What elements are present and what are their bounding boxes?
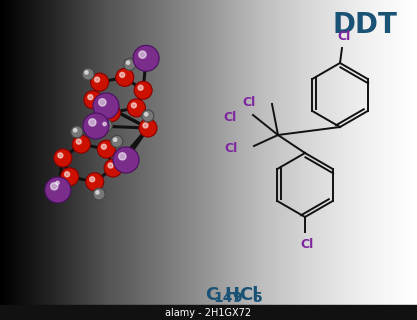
Text: Cl: Cl (225, 141, 238, 155)
Circle shape (106, 108, 111, 113)
Circle shape (86, 173, 104, 191)
Circle shape (73, 129, 77, 132)
Circle shape (65, 172, 70, 177)
Circle shape (133, 45, 159, 71)
Circle shape (104, 159, 122, 177)
Circle shape (134, 81, 152, 99)
Circle shape (127, 99, 146, 117)
Circle shape (139, 119, 157, 137)
Circle shape (89, 119, 96, 126)
Circle shape (85, 71, 88, 74)
Circle shape (99, 99, 106, 106)
Circle shape (71, 126, 83, 138)
Circle shape (54, 149, 72, 167)
Circle shape (142, 110, 154, 122)
Text: Cl: Cl (224, 110, 237, 124)
Text: DDT: DDT (333, 11, 397, 39)
Circle shape (90, 73, 108, 91)
Circle shape (101, 144, 106, 149)
Circle shape (72, 135, 90, 153)
Circle shape (95, 77, 100, 82)
Circle shape (139, 51, 146, 58)
Circle shape (145, 113, 148, 116)
Circle shape (103, 122, 106, 126)
Circle shape (126, 61, 130, 64)
Circle shape (56, 181, 59, 185)
Circle shape (90, 177, 95, 182)
Circle shape (84, 91, 102, 109)
Circle shape (83, 113, 109, 139)
Text: alamy - 2H1GX72: alamy - 2H1GX72 (165, 308, 251, 317)
Circle shape (96, 191, 99, 194)
Text: Cl: Cl (243, 95, 256, 108)
Bar (0, 305, 417, 320)
Circle shape (76, 139, 81, 144)
Text: 14: 14 (213, 291, 233, 305)
Circle shape (113, 138, 117, 141)
Text: Cl: Cl (239, 286, 259, 304)
Circle shape (93, 93, 119, 119)
Circle shape (93, 188, 105, 200)
Circle shape (119, 153, 126, 160)
Circle shape (60, 168, 79, 186)
Circle shape (131, 103, 136, 108)
Circle shape (100, 120, 112, 132)
Circle shape (58, 153, 63, 158)
Circle shape (143, 123, 148, 128)
Circle shape (45, 177, 71, 203)
Circle shape (111, 135, 123, 148)
Circle shape (124, 58, 136, 70)
Text: C: C (205, 286, 218, 304)
Text: 9: 9 (232, 291, 241, 305)
Text: 5: 5 (253, 291, 263, 305)
Circle shape (102, 104, 120, 122)
Circle shape (98, 140, 116, 158)
Circle shape (138, 85, 143, 90)
Circle shape (53, 179, 65, 191)
Circle shape (120, 72, 125, 77)
Circle shape (113, 147, 139, 173)
Text: Cl: Cl (337, 30, 351, 43)
Text: H: H (224, 286, 239, 304)
Circle shape (88, 95, 93, 100)
Circle shape (50, 183, 58, 190)
Text: Cl: Cl (300, 238, 314, 251)
Circle shape (108, 163, 113, 168)
Circle shape (116, 68, 134, 86)
Circle shape (82, 68, 94, 80)
